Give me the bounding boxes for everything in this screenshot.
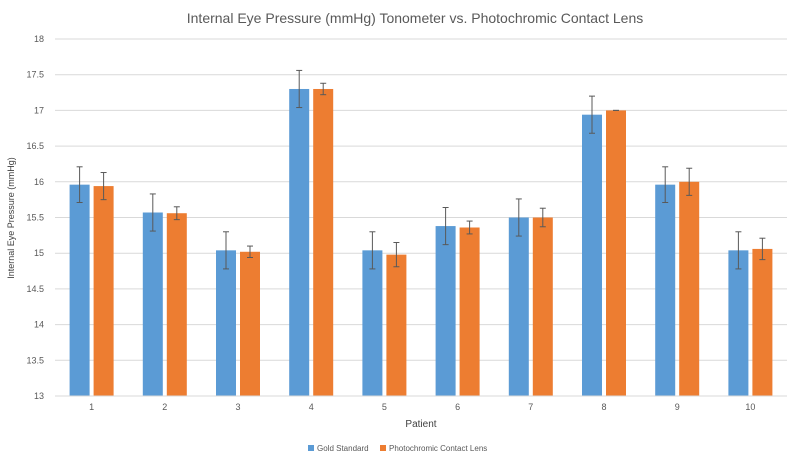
legend-label: Photochromic Contact Lens [389, 444, 487, 453]
x-axis-label: Patient [405, 419, 436, 430]
x-tick-label: 6 [455, 402, 460, 412]
bar-gold-standard-10 [728, 250, 749, 396]
bar-photochromic-3 [240, 251, 260, 396]
bar-gold-standard-4 [289, 88, 310, 396]
y-axis-label: Internal Eye Pressure (mmHg) [6, 157, 16, 279]
x-tick-label: 10 [745, 402, 755, 412]
y-tick-label: 14 [34, 320, 44, 330]
bar-photochromic-4 [313, 88, 334, 396]
legend-label: Gold Standard [317, 444, 369, 453]
legend-swatch [308, 445, 314, 451]
x-tick-label: 4 [309, 402, 314, 412]
bar-photochromic-7 [532, 217, 553, 396]
bar-photochromic-2 [166, 213, 187, 396]
y-tick-label: 17.5 [26, 70, 44, 80]
y-tick-label: 17 [34, 105, 44, 115]
y-tick-label: 18 [34, 34, 44, 44]
y-tick-label: 16.5 [26, 141, 44, 151]
legend: Gold Standard Photochromic Contact Lens [308, 444, 487, 453]
x-tick-label: 1 [89, 402, 94, 412]
x-tick-label: 3 [235, 402, 240, 412]
bar-gold-standard-9 [655, 184, 676, 396]
y-tick-label: 13.5 [26, 355, 44, 365]
bar-photochromic-10 [752, 248, 773, 396]
bar-photochromic-1 [93, 186, 114, 396]
chart-title: Internal Eye Pressure (mmHg) Tonometer v… [187, 10, 643, 26]
bar-gold-standard-7 [508, 217, 529, 396]
bar-photochromic-8 [606, 110, 626, 397]
x-tick-label: 9 [675, 402, 680, 412]
bar-gold-standard-6 [435, 226, 456, 396]
y-tick-label: 13 [34, 391, 44, 401]
bar-photochromic-9 [679, 181, 700, 396]
bar-gold-standard-5 [362, 250, 383, 396]
bar-gold-standard-8 [582, 114, 602, 397]
y-tick-label: 14.5 [26, 284, 44, 294]
y-tick-label: 15.5 [26, 213, 44, 223]
bar-photochromic-5 [386, 254, 407, 396]
y-tick-label: 16 [34, 177, 44, 187]
x-tick-label: 7 [528, 402, 533, 412]
bar-photochromic-6 [459, 227, 480, 396]
y-tick-label: 15 [34, 248, 44, 258]
bar-gold-standard-1 [69, 184, 90, 396]
bar-gold-standard-2 [142, 212, 163, 396]
x-tick-label: 5 [382, 402, 387, 412]
bar-gold-standard-3 [216, 250, 236, 396]
x-tick-label: 2 [162, 402, 167, 412]
legend-swatch [380, 445, 386, 451]
x-tick-label: 8 [601, 402, 606, 412]
